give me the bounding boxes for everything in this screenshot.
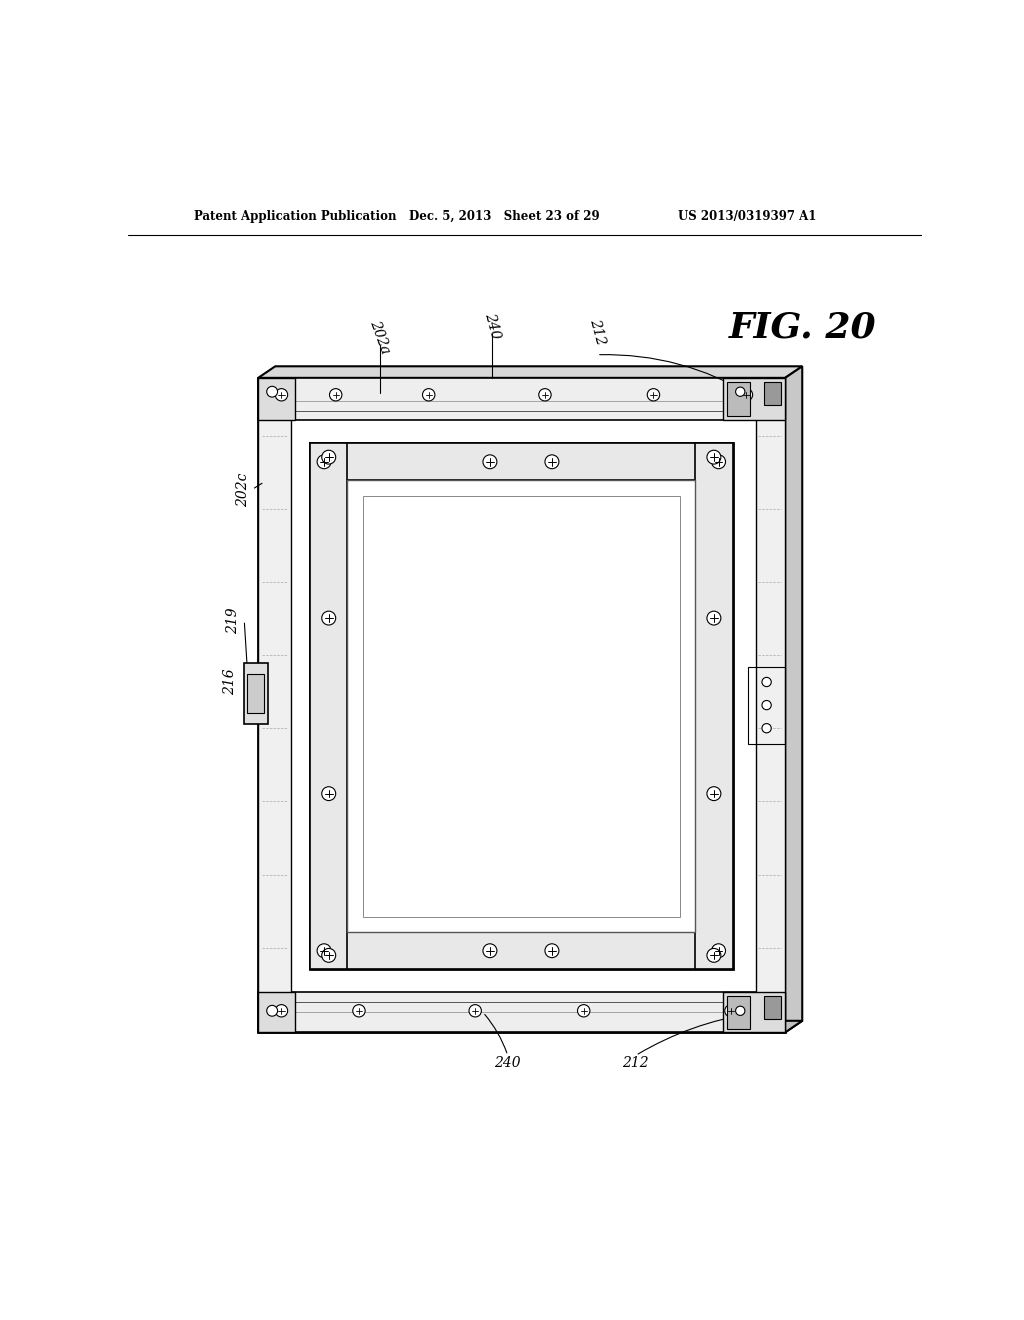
Text: US 2013/0319397 A1: US 2013/0319397 A1: [678, 210, 816, 223]
Circle shape: [707, 611, 721, 626]
Text: 284: 284: [401, 799, 428, 812]
Bar: [310, 444, 347, 969]
Bar: [727, 381, 751, 416]
Circle shape: [545, 944, 559, 958]
Text: Dec. 5, 2013   Sheet 23 of 29: Dec. 5, 2013 Sheet 23 of 29: [409, 210, 599, 223]
Bar: [347, 480, 695, 932]
Circle shape: [647, 388, 659, 401]
Bar: [764, 997, 780, 1019]
Text: 202c: 202c: [236, 473, 250, 507]
Circle shape: [322, 450, 336, 465]
Bar: [727, 997, 751, 1028]
Text: 284: 284: [393, 737, 420, 751]
Circle shape: [545, 455, 559, 469]
Text: Patent Application Publication: Patent Application Publication: [194, 210, 396, 223]
Circle shape: [762, 723, 771, 733]
Bar: [723, 993, 785, 1032]
Text: 298: 298: [461, 698, 487, 713]
Circle shape: [762, 701, 771, 710]
Bar: [258, 378, 295, 420]
Circle shape: [275, 388, 288, 401]
Text: 284: 284: [410, 544, 436, 558]
Circle shape: [725, 1005, 737, 1016]
Circle shape: [317, 455, 331, 469]
Bar: [748, 667, 785, 743]
Polygon shape: [785, 367, 802, 1032]
Text: 240: 240: [495, 1056, 521, 1071]
Bar: [258, 993, 295, 1032]
Bar: [258, 378, 291, 1032]
Bar: [258, 378, 785, 420]
Circle shape: [578, 1005, 590, 1016]
Text: 212: 212: [587, 317, 607, 346]
Bar: [248, 675, 264, 713]
Text: 240: 240: [482, 312, 503, 341]
Circle shape: [735, 387, 744, 396]
Bar: [258, 993, 785, 1032]
Bar: [310, 444, 732, 969]
Bar: [764, 381, 780, 405]
Bar: [695, 444, 732, 969]
Circle shape: [330, 388, 342, 401]
Circle shape: [740, 388, 753, 401]
Bar: [245, 663, 267, 725]
Bar: [258, 378, 785, 1032]
Polygon shape: [258, 367, 802, 378]
Bar: [362, 496, 680, 917]
Bar: [310, 444, 732, 480]
Circle shape: [423, 388, 435, 401]
Bar: [756, 378, 785, 1032]
Circle shape: [707, 948, 721, 962]
Circle shape: [317, 944, 331, 958]
Bar: [310, 932, 732, 969]
Circle shape: [275, 1005, 288, 1016]
Circle shape: [469, 1005, 481, 1016]
Circle shape: [712, 944, 726, 958]
Text: 216: 216: [223, 669, 238, 696]
Circle shape: [707, 450, 721, 465]
Text: FIG. 20: FIG. 20: [728, 310, 877, 345]
Polygon shape: [258, 1020, 802, 1032]
Circle shape: [322, 787, 336, 800]
Circle shape: [266, 387, 278, 397]
Circle shape: [762, 677, 771, 686]
Circle shape: [712, 455, 726, 469]
Circle shape: [352, 1005, 366, 1016]
Circle shape: [322, 948, 336, 962]
Text: 212: 212: [623, 1056, 649, 1071]
Circle shape: [539, 388, 551, 401]
Circle shape: [707, 787, 721, 800]
Text: 202a: 202a: [368, 318, 392, 356]
Text: 219: 219: [225, 607, 240, 634]
Circle shape: [483, 455, 497, 469]
Text: 284: 284: [580, 648, 606, 663]
Circle shape: [322, 611, 336, 626]
Circle shape: [735, 1006, 744, 1015]
Bar: [723, 378, 785, 420]
Circle shape: [483, 944, 497, 958]
Circle shape: [266, 1006, 278, 1016]
